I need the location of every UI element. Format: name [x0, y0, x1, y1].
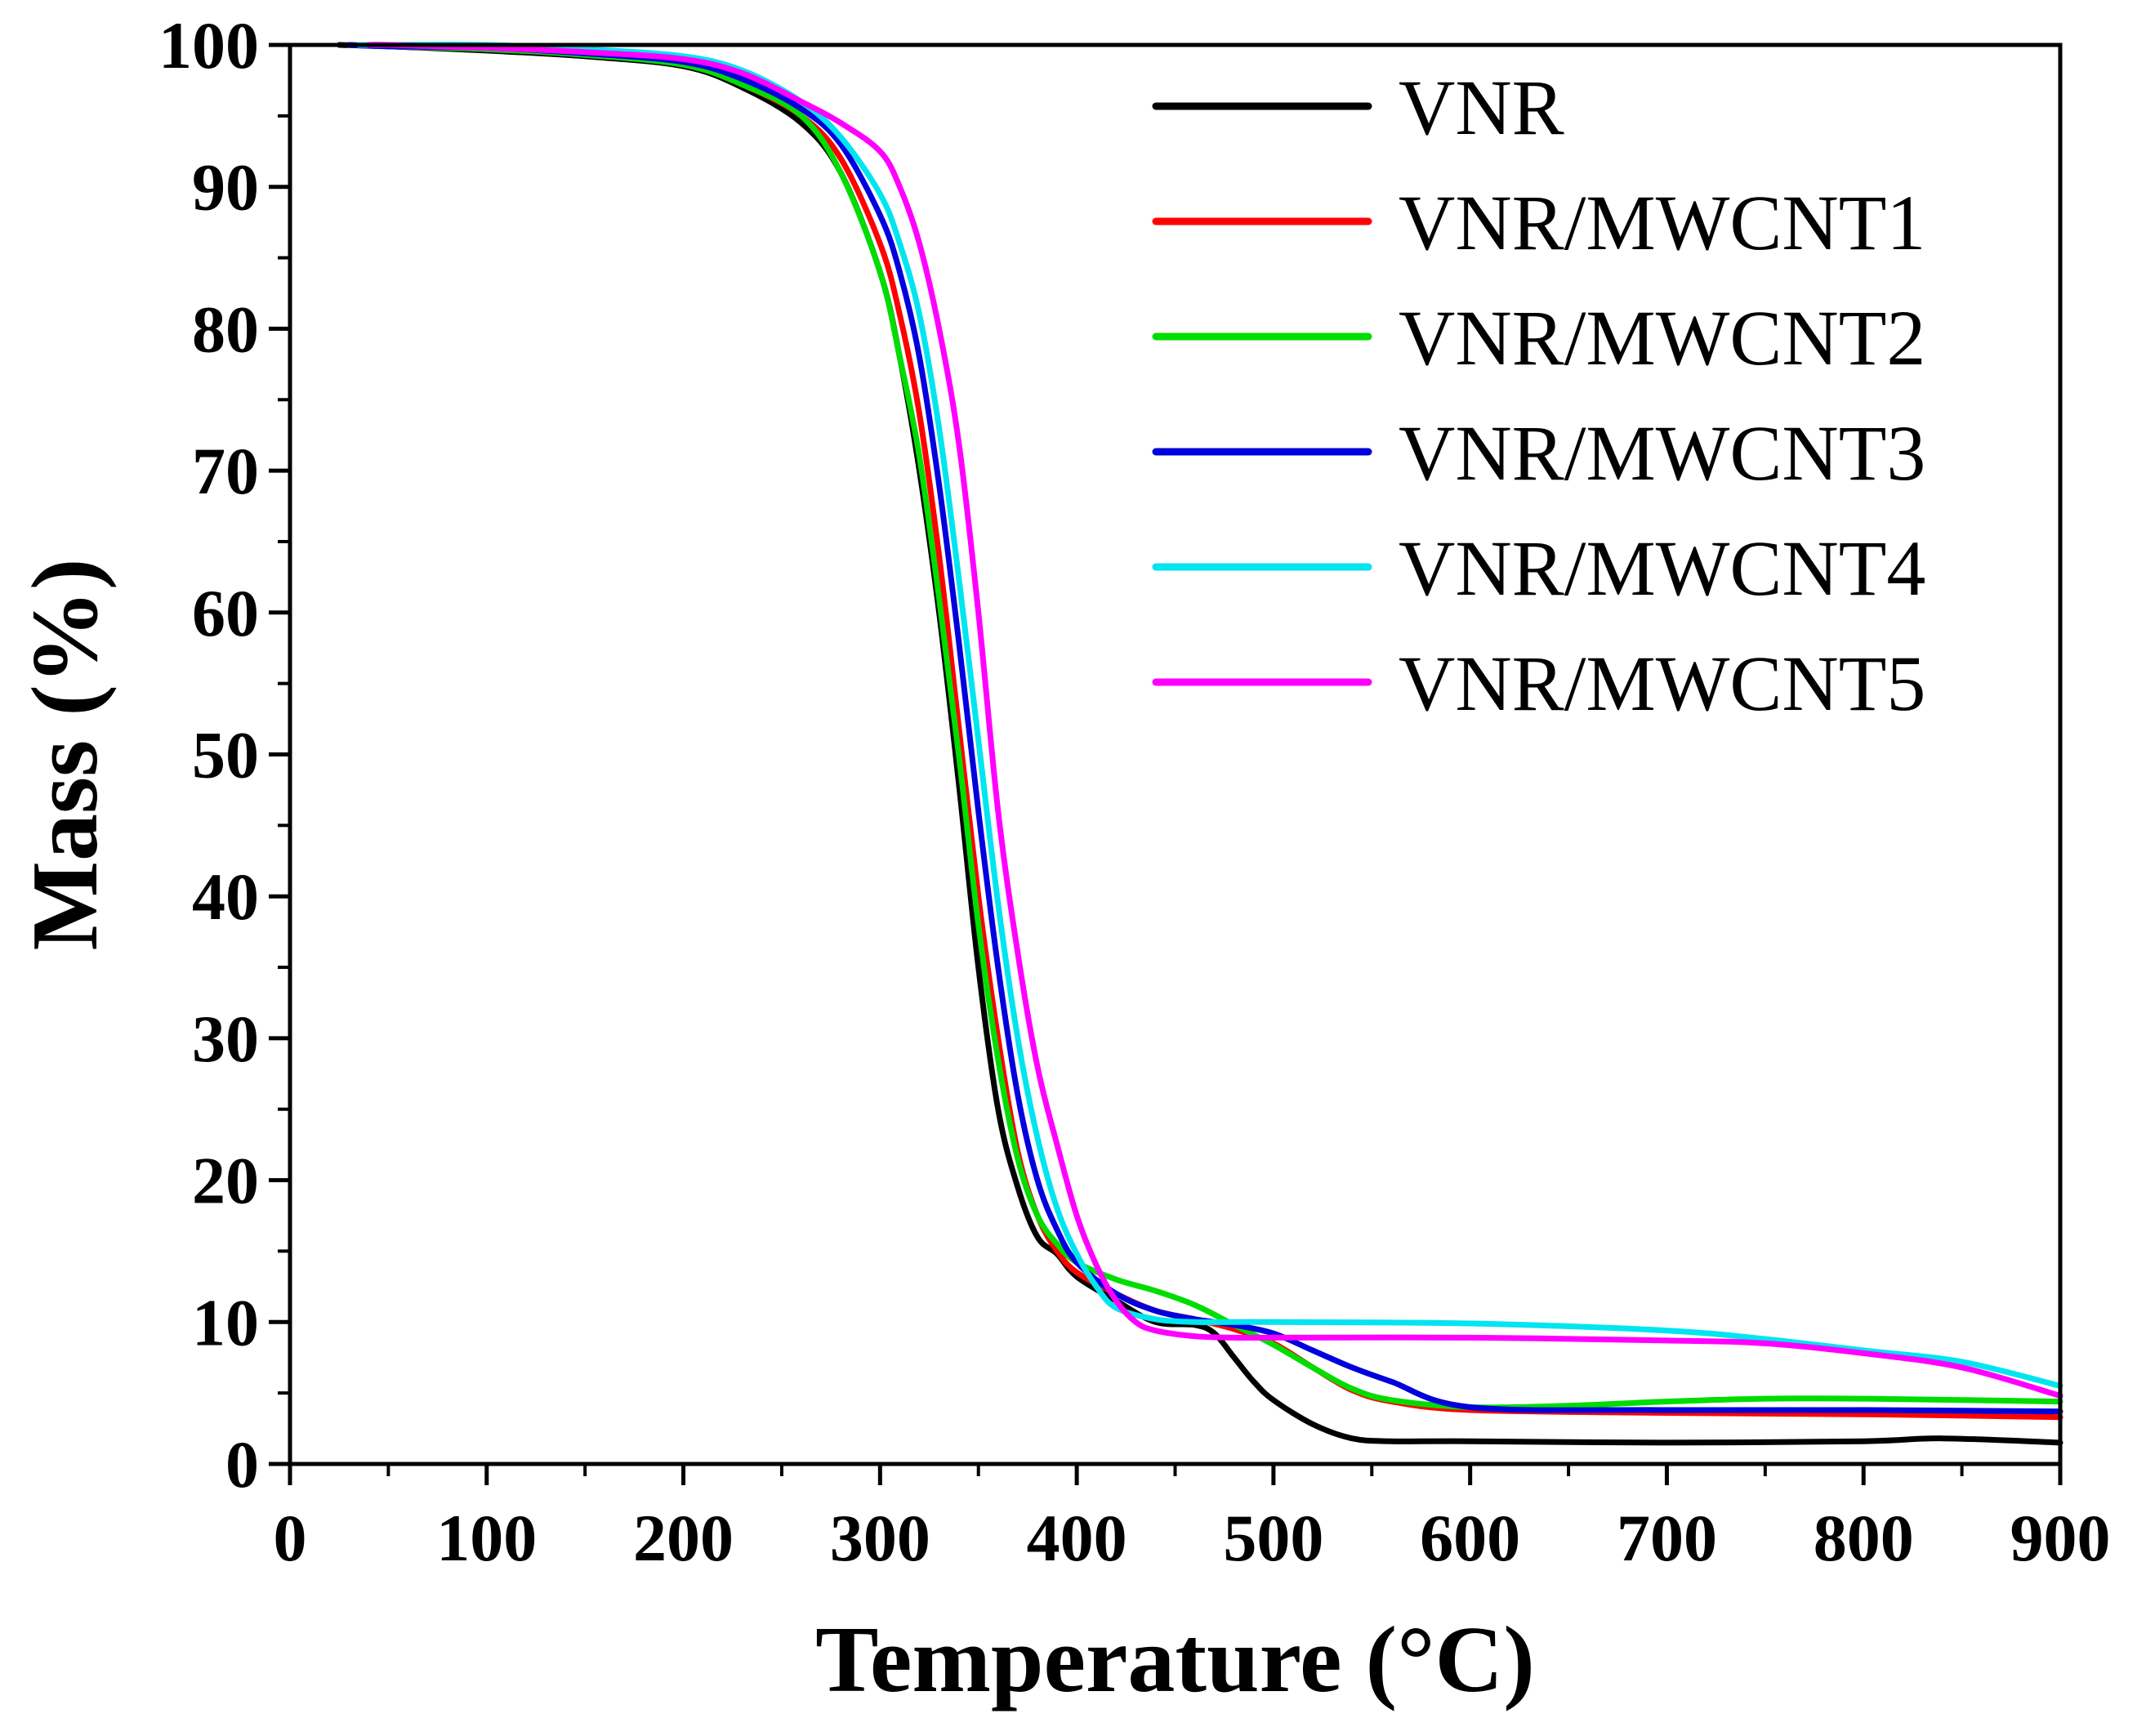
series-line-vnr-mwcnt5 [365, 42, 2063, 1399]
axes-layer: 0 100 200 300 400 500 600 700 800 900 0 10 20 30 40 50 6… [158, 8, 2111, 1575]
y-tick-label: 70 [192, 434, 259, 508]
x-tick-label: 100 [436, 1501, 537, 1575]
y-tick-label: 60 [192, 576, 259, 650]
x-tick-label: 300 [830, 1501, 930, 1575]
series-line-vnr [336, 42, 2063, 1446]
legend-label-vnr-mwcnt2: VNR/MWCNT2 [1399, 294, 1925, 382]
x-tick-label: 500 [1223, 1501, 1323, 1575]
x-tick-label: 200 [633, 1501, 734, 1575]
y-tick-label: 10 [192, 1285, 259, 1359]
x-tick-label: 700 [1617, 1501, 1717, 1575]
legend: VNR VNR/MWCNT1 VNR/MWCNT2 VNR/MWCNT3 VNR/MWC… [1152, 64, 1925, 727]
y-tick-label: 80 [192, 292, 259, 366]
legend-label-vnr: VNR [1399, 64, 1564, 151]
x-tick-label: 0 [274, 1501, 307, 1575]
legend-label-vnr-mwcnt1: VNR/MWCNT1 [1399, 179, 1925, 266]
y-tick-label: 100 [158, 8, 259, 83]
legend-label-vnr-mwcnt3: VNR/MWCNT3 [1399, 409, 1925, 497]
y-tick-label: 40 [192, 859, 259, 934]
series-layer [336, 42, 2063, 1446]
x-axis-title: Temperature (°C) [815, 1608, 1535, 1712]
x-tick-label: 600 [1420, 1501, 1520, 1575]
legend-label-vnr-mwcnt5: VNR/MWCNT5 [1399, 640, 1925, 727]
legend-label-vnr-mwcnt4: VNR/MWCNT4 [1399, 524, 1925, 612]
x-tick-label: 800 [1814, 1501, 1914, 1575]
y-tick-label: 0 [225, 1427, 259, 1502]
y-tick-label: 90 [192, 150, 259, 225]
x-tick-label: 400 [1027, 1501, 1127, 1575]
y-axis-title: Mass (%) [13, 558, 118, 950]
y-tick-label: 30 [192, 1002, 259, 1076]
series-line-vnr-mwcnt3 [346, 42, 2063, 1415]
y-tick-label: 20 [192, 1144, 259, 1218]
y-tick-label: 50 [192, 718, 259, 792]
x-tick-label: 900 [2010, 1501, 2111, 1575]
